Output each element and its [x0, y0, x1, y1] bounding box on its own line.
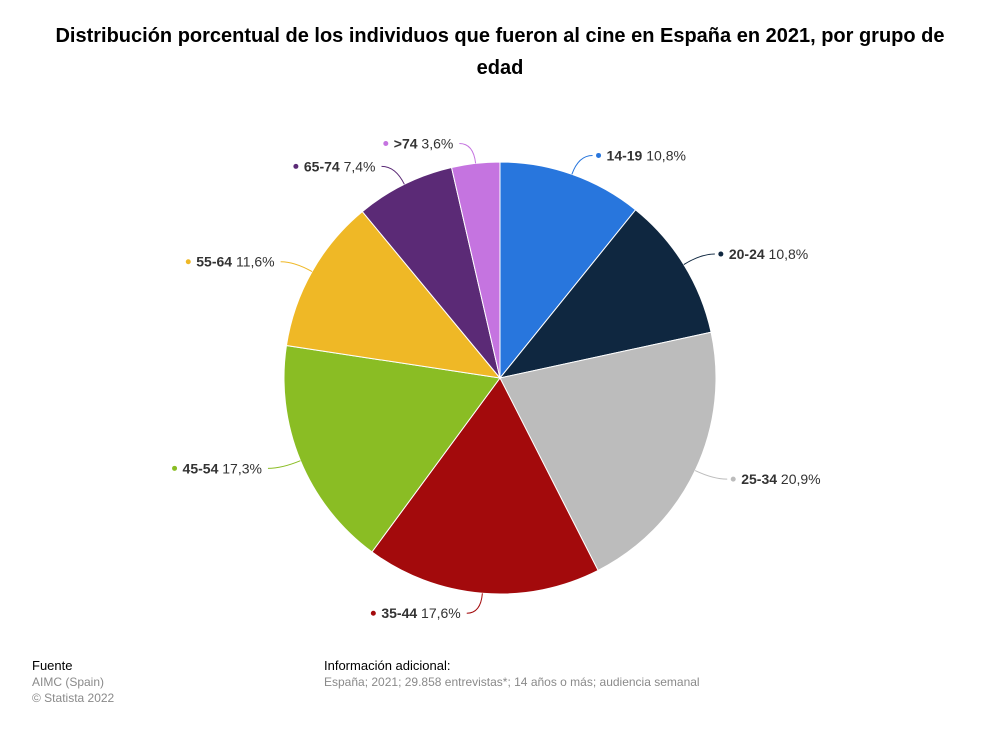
slice-labels: 14-19 10,8%20-24 10,8%25-34 20,9%35-44 1… [172, 136, 821, 621]
slice-label-value: 3,6% [418, 136, 454, 152]
source-block: Fuente AIMC (Spain) © Statista 2022 [32, 658, 114, 706]
leader-line [694, 470, 728, 480]
slice-label-value: 11,6% [232, 254, 275, 270]
leader-line [466, 593, 483, 614]
pie-slices [283, 161, 717, 595]
slice-label-value: 10,8% [765, 246, 809, 262]
pie-slice-2534[interactable] [499, 331, 717, 572]
pie-chart: 14-19 10,8%20-24 10,8%25-34 20,9%35-44 1… [172, 136, 821, 621]
leader-line [381, 165, 405, 185]
legend-dot [596, 152, 602, 158]
info-text: España; 2021; 29.858 entrevistas*; 14 añ… [324, 675, 700, 689]
legend-dot [293, 163, 299, 169]
info-heading: Información adicional: [324, 658, 451, 673]
legend-dot [370, 610, 376, 616]
slice-label: 20-24 10,8% [729, 246, 808, 262]
legend-dot [383, 141, 389, 147]
slice-label-name: 14-19 [607, 147, 643, 163]
slice-label-value: 20,9% [777, 471, 821, 487]
leader-line [683, 253, 715, 265]
slice-label-name: >74 [394, 136, 418, 152]
legend-dot [185, 259, 191, 265]
slice-label: >74 3,6% [394, 136, 454, 152]
legend-dot [172, 465, 178, 471]
leader-line [459, 143, 477, 164]
pie-slice-3544[interactable] [371, 377, 599, 595]
slice-label-value: 17,6% [417, 605, 461, 621]
slice-label: 45-54 17,3% [183, 460, 262, 476]
leader-lines [267, 143, 728, 614]
slice-label-name: 65-74 [304, 158, 340, 174]
source-line-1: AIMC (Spain) [32, 675, 105, 689]
slice-label-value: 17,3% [218, 460, 262, 476]
slice-label-name: 45-54 [183, 460, 219, 476]
slice-label-value: 10,8% [642, 147, 686, 163]
slice-label: 65-74 7,4% [304, 158, 376, 174]
leader-line [571, 154, 593, 175]
slice-label: 35-44 17,6% [381, 605, 460, 621]
slice-label: 14-19 10,8% [607, 147, 686, 163]
slice-label-name: 25-34 [741, 471, 777, 487]
pie-slice-6574[interactable] [361, 166, 501, 379]
slice-label-value: 7,4% [340, 158, 376, 174]
slice-label-name: 20-24 [729, 246, 765, 262]
source-line-2[interactable]: © Statista 2022 [32, 691, 115, 705]
legend-dot [730, 476, 736, 482]
slice-label-name: 55-64 [196, 254, 232, 270]
legend-dot [718, 251, 724, 257]
chart-title: Distribución porcentual de los individuo… [55, 25, 945, 79]
pie-slice-1419[interactable] [499, 161, 637, 380]
pie-slice-5564[interactable] [285, 210, 502, 379]
info-block: Información adicional: España; 2021; 29.… [324, 658, 700, 690]
leader-line [280, 261, 313, 273]
slice-label: 25-34 20,9% [741, 471, 820, 487]
slice-label: 55-64 11,6% [196, 254, 274, 270]
slice-label-name: 35-44 [381, 605, 417, 621]
source-heading: Fuente [32, 658, 73, 673]
leader-line [267, 460, 301, 469]
